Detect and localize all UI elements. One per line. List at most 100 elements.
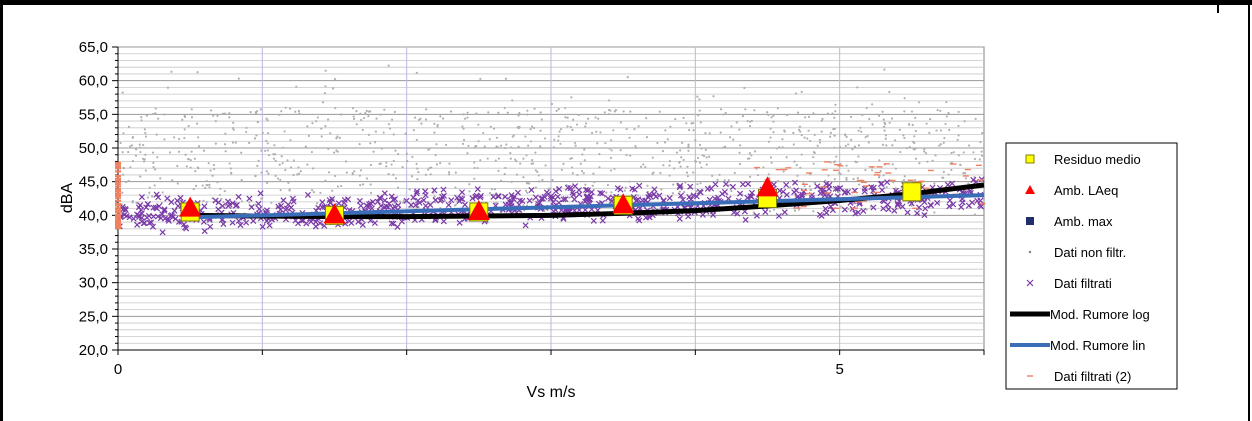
non-filtered-point xyxy=(856,86,859,89)
non-filtered-point xyxy=(845,164,848,167)
non-filtered-point xyxy=(192,188,195,191)
filtered-point xyxy=(495,193,502,200)
filtered-point xyxy=(143,204,150,211)
filtered-point xyxy=(841,206,848,213)
non-filtered-point xyxy=(933,182,936,185)
filtered-point xyxy=(868,184,875,191)
non-filtered-point xyxy=(234,141,237,144)
filtered-point xyxy=(229,219,236,226)
x-tick-label: 0 xyxy=(114,361,122,378)
non-filtered-point xyxy=(434,154,437,157)
non-filtered-point xyxy=(178,137,181,141)
non-filtered-point xyxy=(566,116,569,119)
non-filtered-point xyxy=(752,213,755,217)
non-filtered-point xyxy=(448,173,451,176)
non-filtered-point xyxy=(778,146,781,149)
non-filtered-point xyxy=(844,144,847,147)
non-filtered-point xyxy=(259,108,262,111)
legend-entry-label: Residuo medio xyxy=(1054,152,1141,167)
non-filtered-point xyxy=(753,109,756,112)
non-filtered-point xyxy=(358,174,361,177)
non-filtered-point xyxy=(336,185,340,188)
non-filtered-point xyxy=(374,130,377,133)
non-filtered-point xyxy=(393,110,396,114)
non-filtered-point xyxy=(154,168,157,171)
filtered-point xyxy=(246,195,253,202)
non-filtered-point xyxy=(939,109,942,112)
non-filtered-point xyxy=(800,153,803,156)
filtered-point xyxy=(693,193,700,200)
non-filtered-point xyxy=(820,119,823,122)
non-filtered-point xyxy=(942,170,945,174)
filtered-point xyxy=(177,194,184,201)
non-filtered-point xyxy=(839,205,842,208)
non-filtered-point xyxy=(304,145,307,148)
non-filtered-point xyxy=(697,114,700,117)
non-filtered-point xyxy=(570,96,573,99)
non-filtered-point xyxy=(433,122,436,125)
filtered-point xyxy=(736,190,744,197)
non-filtered-point xyxy=(845,176,848,180)
non-filtered-point xyxy=(836,190,840,194)
non-filtered-point xyxy=(881,110,884,113)
non-filtered-point xyxy=(461,125,464,128)
non-filtered-point xyxy=(509,151,512,155)
non-filtered-point xyxy=(948,128,951,131)
non-filtered-point xyxy=(219,187,222,190)
filtered-point xyxy=(154,213,161,220)
filtered-point xyxy=(317,220,324,227)
non-filtered-point xyxy=(539,129,542,132)
non-filtered-point xyxy=(463,117,467,120)
filtered-point xyxy=(677,182,684,189)
non-filtered-point xyxy=(127,179,130,182)
non-filtered-point xyxy=(353,170,356,173)
filtered-point xyxy=(356,197,363,204)
non-filtered-point xyxy=(475,144,478,148)
filtered-point xyxy=(165,217,172,224)
non-filtered-point xyxy=(856,177,859,180)
non-filtered-point xyxy=(707,214,710,217)
non-filtered-point xyxy=(135,148,138,151)
non-filtered-point xyxy=(361,183,365,186)
filtered-point xyxy=(532,194,539,201)
non-filtered-point xyxy=(680,156,683,159)
non-filtered-point xyxy=(232,128,235,131)
non-filtered-point xyxy=(624,186,628,189)
non-filtered-point xyxy=(646,184,649,187)
non-filtered-point xyxy=(544,137,547,140)
filtered-point xyxy=(904,209,911,216)
non-filtered-point xyxy=(564,116,567,119)
non-filtered-point xyxy=(265,170,268,173)
non-filtered-point xyxy=(312,167,315,170)
non-filtered-point xyxy=(383,108,386,111)
filtered-point xyxy=(978,176,985,183)
non-filtered-point xyxy=(864,136,867,139)
filtered-point xyxy=(970,176,977,183)
non-filtered-point xyxy=(728,136,732,139)
non-filtered-point xyxy=(425,108,428,111)
non-filtered-point xyxy=(327,147,330,150)
non-filtered-point xyxy=(885,144,888,147)
non-filtered-point xyxy=(278,113,281,116)
non-filtered-point xyxy=(170,70,173,73)
filtered-point xyxy=(922,205,929,212)
filtered-point xyxy=(742,216,749,223)
filtered-point xyxy=(679,196,686,203)
non-filtered-point xyxy=(154,107,157,110)
non-filtered-point xyxy=(808,185,811,188)
non-filtered-point xyxy=(526,109,529,112)
non-filtered-point xyxy=(433,131,436,134)
non-filtered-point xyxy=(818,141,822,144)
non-filtered-point xyxy=(436,123,439,127)
non-filtered-point xyxy=(590,131,594,135)
non-filtered-point xyxy=(847,143,850,146)
filtered-point xyxy=(656,192,663,199)
non-filtered-point xyxy=(827,174,830,177)
non-filtered-point xyxy=(189,158,192,162)
non-filtered-point xyxy=(467,144,470,147)
non-filtered-point xyxy=(488,138,491,141)
non-filtered-point xyxy=(205,201,208,204)
filtered-point xyxy=(422,202,429,209)
non-filtered-point xyxy=(723,179,726,182)
non-filtered-point xyxy=(834,110,837,113)
